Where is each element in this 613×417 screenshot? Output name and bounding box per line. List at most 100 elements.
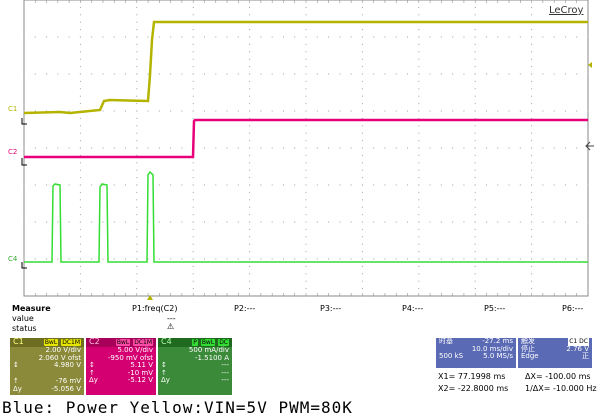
grid-dot: [203, 73, 205, 75]
grid-dot: [418, 36, 420, 38]
grid-dot: [34, 184, 36, 186]
grid-dot: [136, 125, 138, 127]
grid-dot: [418, 140, 420, 142]
grid-dot: [474, 243, 476, 245]
grid-dot: [23, 147, 25, 149]
grid-dot: [564, 110, 566, 112]
grid-dot: [249, 14, 251, 16]
grid-dot: [361, 251, 363, 253]
grid-dot: [282, 73, 284, 75]
c1-descriptor-box[interactable]: C1 BwL DC1M 2.00 V/div 2.060 V ofst ↕ 4.9…: [10, 337, 84, 378]
grid-dot: [68, 184, 70, 186]
grid-dot: [271, 110, 273, 112]
grid-dot: [305, 265, 307, 267]
grid-dot: [79, 117, 81, 119]
grid-dot: [57, 36, 59, 38]
grid-dot: [328, 184, 330, 186]
grid-dot: [34, 221, 36, 223]
c1-ofst: 2.060 V ofst: [38, 353, 81, 362]
grid-dot: [531, 236, 533, 238]
grid-dot: [282, 36, 284, 38]
grid-dot: [429, 221, 431, 223]
grid-dot: [418, 110, 420, 112]
grid-dot: [373, 184, 375, 186]
grid-dot: [361, 199, 363, 201]
grid-dot: [531, 288, 533, 290]
grid-dot: [79, 251, 81, 253]
grid-dot: [305, 162, 307, 164]
grid-dot: [587, 184, 589, 186]
grid-dot: [136, 103, 138, 105]
c2-row-1: ↕ 5.11 V: [89, 361, 153, 370]
grid-dot: [192, 66, 194, 68]
grid-dot: [576, 36, 578, 38]
grid-dot: [226, 110, 228, 112]
grid-dot: [474, 169, 476, 171]
c2-descriptor-box[interactable]: C2 BwL DC1M 5.00 V/div -950 mV ofst ↕ 5.1…: [86, 337, 156, 395]
grid-dot: [294, 221, 296, 223]
measure-param-p1[interactable]: P1:freq(C2): [132, 304, 178, 313]
grid-dot: [485, 73, 487, 75]
c4-descriptor-box[interactable]: C4 P BwL DC 500 mA/div -1.5100 A ↕ --- ↑ -…: [158, 337, 232, 395]
grid-dot: [294, 73, 296, 75]
grid-dot: [384, 110, 386, 112]
grid-dot: [203, 221, 205, 223]
c4-row-3: Δy ---: [161, 376, 229, 385]
grid-dot: [361, 43, 363, 45]
timebase-descriptor-box[interactable]: 时基 -27.2 ms 10.0 ms/div 500 kS 5.0 MS/s: [436, 337, 516, 368]
grid-dot: [418, 6, 420, 8]
grid-dot: [79, 125, 81, 127]
grid-dot: [418, 280, 420, 282]
grid-dot: [452, 184, 454, 186]
grid-dot: [136, 184, 138, 186]
grid-dot: [531, 66, 533, 68]
trigger-descriptor-box[interactable]: 触发 C1 DC 停止 2.76 V Edge 正: [518, 337, 592, 368]
grid-dot: [192, 243, 194, 245]
grid-dot: [361, 103, 363, 105]
grid-dot: [79, 66, 81, 68]
grid-dot: [305, 184, 307, 186]
trigger-level-marker[interactable]: [588, 62, 592, 68]
grid-dot: [418, 14, 420, 16]
grid-dot: [136, 21, 138, 23]
grid-dot: [542, 73, 544, 75]
grid-dot: [226, 221, 228, 223]
grid-dot: [485, 221, 487, 223]
grid-dot: [305, 29, 307, 31]
grid-dot: [407, 36, 409, 38]
grid-dot: [395, 147, 397, 149]
grid-dot: [249, 280, 251, 282]
grid-dot: [136, 6, 138, 8]
grid-dot: [113, 36, 115, 38]
grid-dot: [564, 73, 566, 75]
measure-param-p2[interactable]: P2:---: [234, 304, 256, 313]
grid-dot: [429, 110, 431, 112]
measure-param-p3[interactable]: P3:---: [320, 304, 342, 313]
grid-dot: [508, 73, 510, 75]
measure-param-p4[interactable]: P4:---: [402, 304, 424, 313]
grid-dot: [531, 162, 533, 164]
grid-dot: [542, 36, 544, 38]
grid-dot: [395, 258, 397, 260]
trigger-position-marker[interactable]: [147, 295, 153, 300]
measure-row-value: value: [12, 314, 34, 323]
grid-dot: [249, 51, 251, 53]
grid-dot: [305, 43, 307, 45]
c1-row-1: ↕ 4.980 V: [13, 361, 81, 370]
grid-dot: [192, 14, 194, 16]
grid-dot: [260, 110, 262, 112]
grid-dot: [474, 66, 476, 68]
grid-dot: [192, 280, 194, 282]
c2-descriptor-name: C2: [89, 337, 100, 347]
grid-dot: [192, 221, 194, 223]
grid-dot: [305, 14, 307, 16]
grid-dot: [102, 36, 104, 38]
grid-dot: [452, 73, 454, 75]
grid-dot: [305, 58, 307, 60]
measure-param-p6[interactable]: P6:---: [562, 304, 584, 313]
measure-param-p5[interactable]: P5:---: [484, 304, 506, 313]
cursor-right-marker[interactable]: [585, 141, 594, 151]
c4-descriptor-name: C4: [161, 337, 172, 347]
grid-dot: [361, 51, 363, 53]
grid-dot: [531, 273, 533, 275]
